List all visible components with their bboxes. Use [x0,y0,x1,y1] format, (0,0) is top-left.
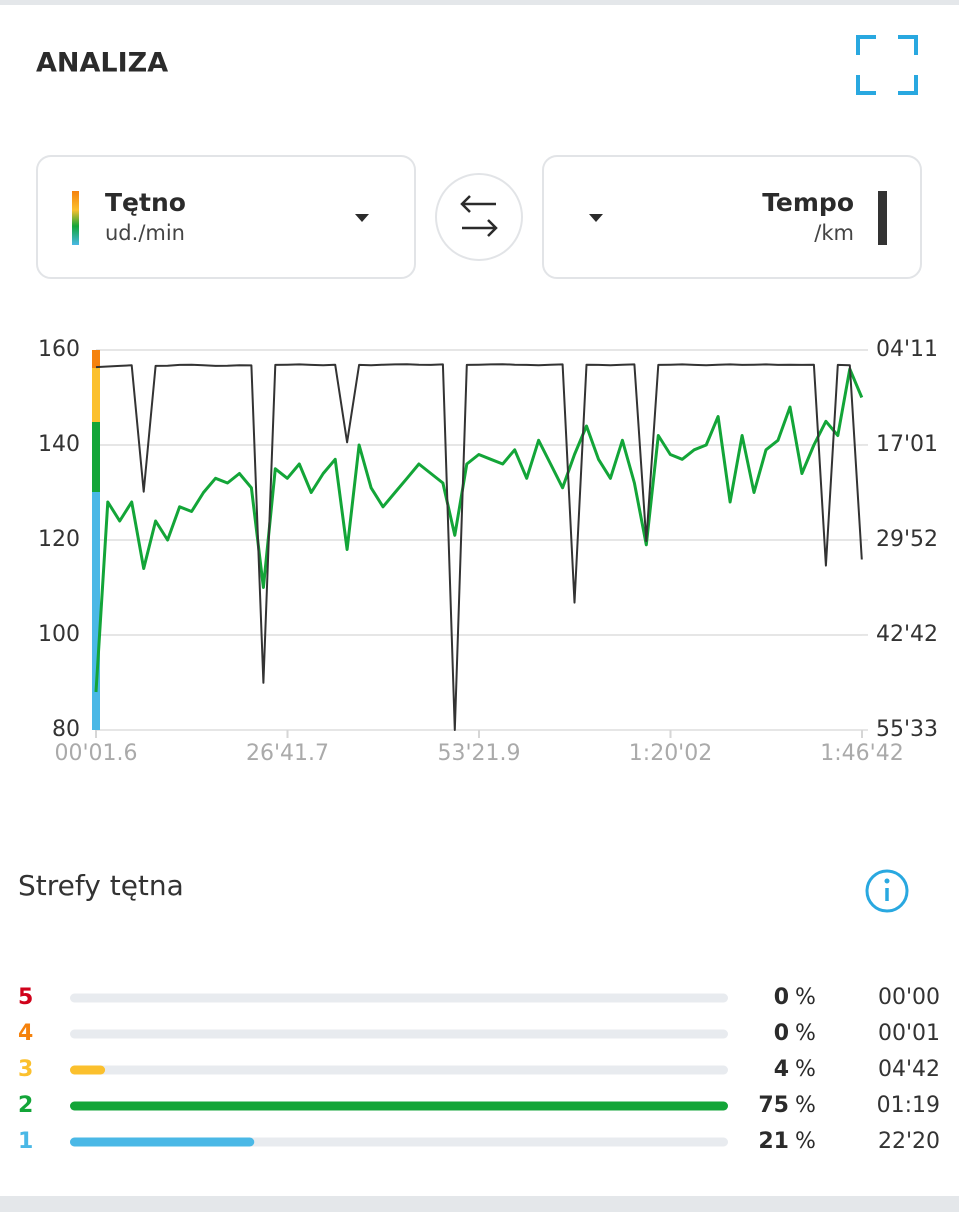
zone-percent-unit: % [795,1093,816,1118]
zone-track [70,1065,728,1075]
x-tick-label: 53'21.9 [437,741,520,766]
left-unit: ud./min [105,221,185,245]
left-selector[interactable] [36,155,416,279]
zone-percent: 4 [774,1057,789,1082]
zones: 5 0% 00'00 4 0% 00'01 3 4% 04'42 2 75% 01:19 1 21% 22'… [18,985,940,1154]
zones-title: Strefy tętna [18,869,184,902]
zone-percent: 21 [758,1129,789,1154]
zone-percent-unit: % [795,1021,816,1046]
dropdown-arrow [355,214,369,222]
zone-bar [70,1065,106,1075]
zone-time: 22'20 [878,1129,940,1154]
swap-button[interactable] [435,173,523,261]
hr-color-key [72,191,79,245]
zone-label: 4 [18,1021,33,1046]
x-tick-label: 00'01.6 [54,741,137,766]
title: ANALIZA [36,48,168,79]
info-button[interactable] [865,869,909,913]
zone-bar [70,1101,728,1111]
zone-percent-unit: % [795,1057,816,1082]
zone-track [70,993,728,1003]
series-line [94,367,864,693]
zone-track [70,1029,728,1039]
y-tick-label: 80 [52,717,80,742]
x-tick-label: 1:46'42 [820,741,903,766]
top-edge [0,0,959,5]
x-tick-label: 1:20'02 [629,741,712,766]
dropdown-arrow [589,214,603,222]
zone-label: 1 [18,1129,33,1154]
y-tick-label: 160 [38,337,80,362]
bottom-edge [0,1196,959,1212]
zone-percent: 0 [774,1021,789,1046]
y2-tick-label: 17'01 [876,432,938,457]
y2-tick-label: 42'42 [876,622,938,647]
y-tick-label: 120 [38,527,80,552]
zone-time: 00'01 [878,1021,940,1046]
pace-color-key [878,191,887,245]
series-line [95,363,863,731]
zone-time: 00'00 [878,985,940,1010]
y-tick-label: 140 [38,432,80,457]
zone-strip [92,492,100,730]
zone-time: 04'42 [878,1057,940,1082]
chart: 80 100 120 140 160 04'11 17'01 29'52 42'42 55'33 0… [38,337,938,766]
zone-strip [92,368,100,422]
right-metric: Tempo [762,188,854,217]
zone-bar [70,1137,255,1147]
zone-strip [92,350,100,368]
right-selector[interactable] [542,155,922,279]
zone-percent: 0 [774,985,789,1010]
left-metric: Tętno [105,188,186,217]
fullscreen-button[interactable] [856,35,918,95]
swap-icon [460,195,498,237]
zone-time: 01:19 [877,1093,940,1118]
zone-label: 2 [18,1093,33,1118]
y2-tick-label: 55'33 [876,717,938,742]
y2-tick-label: 04'11 [876,337,938,362]
x-tick-label: 26'41.7 [246,741,329,766]
right-unit: /km [814,221,854,245]
y-tick-label: 100 [38,622,80,647]
zone-label: 3 [18,1057,33,1082]
zone-label: 5 [18,985,33,1010]
y2-tick-label: 29'52 [876,527,938,552]
zone-percent: 75 [758,1093,789,1118]
zone-strip [92,422,100,492]
zone-percent-unit: % [795,985,816,1010]
zone-percent-unit: % [795,1129,816,1154]
